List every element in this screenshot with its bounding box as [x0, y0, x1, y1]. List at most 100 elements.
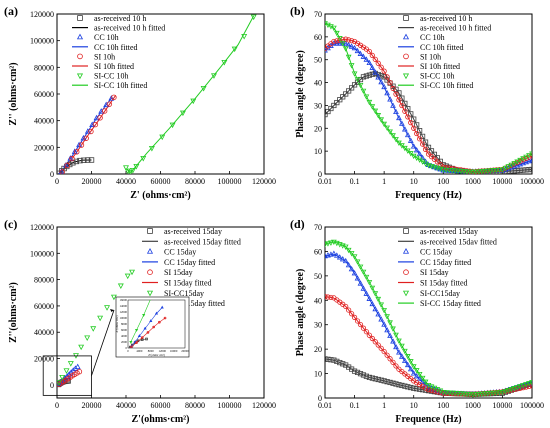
data-point	[101, 108, 108, 114]
data-point	[393, 381, 399, 387]
x-tick-label: 0	[55, 401, 59, 410]
data-point	[348, 251, 355, 257]
data-point	[387, 96, 393, 102]
legend-label: SI-CC15day	[420, 289, 460, 298]
data-point	[440, 389, 447, 396]
inset-data-point	[210, 170, 212, 172]
y-tick-label: 40000	[34, 117, 54, 126]
data-point	[393, 332, 399, 339]
data-point	[387, 80, 393, 86]
data-point	[446, 390, 453, 396]
data-point	[399, 353, 405, 359]
data-point	[363, 373, 370, 379]
data-point	[422, 387, 429, 393]
data-point	[401, 348, 408, 355]
inset-y-tick-label: 12000	[120, 310, 128, 314]
legend-marker	[76, 33, 84, 40]
data-point	[328, 105, 334, 112]
legend-marker	[402, 33, 410, 40]
data-point	[351, 368, 358, 374]
data-point	[408, 384, 414, 391]
data-point	[369, 64, 376, 70]
data-point	[351, 71, 358, 77]
data-point	[328, 357, 334, 363]
data-point	[349, 85, 355, 91]
data-point	[331, 102, 337, 109]
data-point	[369, 375, 375, 381]
data-point	[467, 169, 473, 174]
data-point	[59, 169, 65, 174]
legend-marker	[147, 269, 153, 276]
data-point	[402, 383, 408, 389]
data-point	[117, 283, 124, 290]
data-point	[345, 54, 352, 61]
data-point	[378, 117, 385, 123]
inset-x-tick-label: 4000	[136, 349, 143, 353]
legend-label: as-received 15day	[164, 227, 222, 236]
data-point	[384, 89, 390, 96]
data-point	[517, 167, 523, 173]
data-point	[390, 380, 396, 386]
data-point	[414, 122, 420, 128]
data-point	[342, 46, 349, 52]
data-point	[523, 155, 529, 162]
data-point	[449, 390, 456, 396]
data-point	[404, 131, 411, 138]
y-axis-title: Z''(ohms·cm²)	[8, 282, 19, 343]
data-point	[514, 167, 520, 174]
y-tick-label: 60	[314, 33, 322, 42]
zoom-arrow	[91, 309, 115, 376]
data-point	[369, 52, 375, 59]
data-point	[455, 168, 461, 174]
data-point	[384, 379, 390, 385]
data-point	[357, 50, 364, 56]
data-point	[337, 37, 343, 43]
data-point	[407, 137, 414, 143]
data-point	[378, 302, 385, 308]
legend: as-received 10 has-received 10 h fittedC…	[72, 14, 165, 90]
y-tick-label: 20000	[34, 143, 54, 152]
data-point	[407, 365, 414, 372]
data-point	[375, 74, 382, 80]
data-point	[325, 294, 328, 300]
data-point	[422, 385, 429, 391]
x-tick-label: 100	[437, 177, 449, 186]
data-point	[381, 378, 387, 384]
data-point	[357, 371, 364, 377]
legend-marker	[403, 15, 409, 21]
data-point	[369, 285, 376, 292]
data-point	[366, 374, 372, 380]
inset-y-axis-title: Z''(ohms·cm²)	[115, 316, 119, 333]
data-point	[414, 386, 420, 392]
y-tick-label: 70	[314, 223, 322, 232]
data-point	[336, 36, 343, 42]
data-point	[325, 356, 331, 362]
data-point	[452, 390, 458, 397]
data-point	[325, 242, 328, 248]
plot-area	[325, 239, 532, 398]
data-point	[190, 98, 197, 105]
legend-marker	[403, 53, 409, 60]
legend-label: SI-CC 10h	[420, 72, 454, 81]
data-point	[331, 357, 337, 363]
legend-label: CC 15day fitted	[420, 258, 471, 267]
inset-plot-area	[128, 170, 212, 348]
x-tick-label: 100	[437, 401, 449, 410]
y-tick-label: 40	[314, 296, 322, 305]
panel-b: 0.01 0.1 1 10 100 1000 10000 100000 0 10 20 30 40 50 6…	[290, 4, 544, 201]
y-tick-label: 10	[314, 147, 322, 156]
data-point	[325, 294, 331, 300]
data-point	[502, 388, 509, 395]
data-point	[478, 169, 485, 174]
panel-d: 0.01 0.1 1 10 100 1000 10000 100000 0 10 20 30 40 50 6…	[290, 217, 544, 425]
data-point	[393, 91, 399, 97]
data-point	[343, 91, 349, 97]
y-tick-label: 100000	[30, 37, 54, 46]
data-point	[333, 252, 340, 258]
data-point	[440, 167, 447, 173]
data-point	[416, 150, 423, 157]
x-tick-label: 20000	[82, 177, 102, 186]
data-point	[469, 169, 476, 174]
